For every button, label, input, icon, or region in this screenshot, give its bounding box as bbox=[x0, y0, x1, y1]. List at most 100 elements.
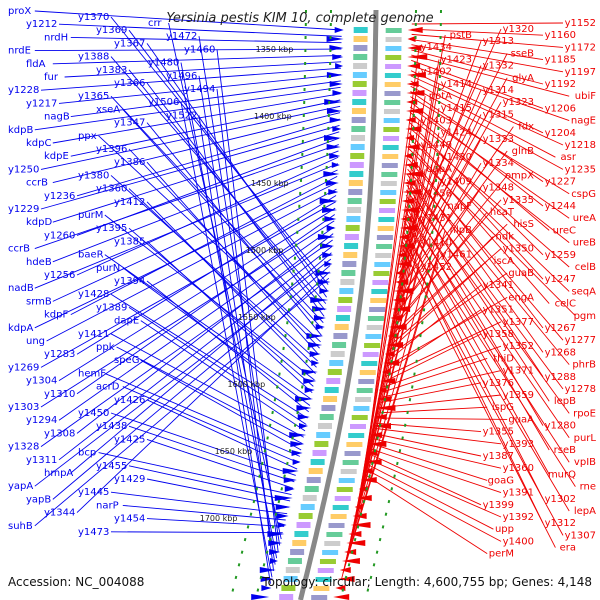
kbp-tick-label: 1700 kbp bbox=[200, 514, 238, 523]
connector-line-reverse bbox=[410, 75, 564, 146]
gene-label-forward: y1256 bbox=[44, 270, 75, 281]
gene-block-right bbox=[348, 433, 365, 438]
connector-line-reverse bbox=[407, 158, 564, 341]
connector-line-reverse bbox=[342, 254, 440, 574]
gene-label-reverse: y1335 bbox=[503, 195, 534, 206]
gene-block-right bbox=[384, 100, 401, 105]
forward-gene-arrow bbox=[326, 36, 344, 42]
gene-label-forward: y1473 bbox=[78, 527, 109, 538]
gene-block-right bbox=[336, 487, 353, 492]
connector-line-forward bbox=[140, 359, 302, 451]
forward-gene-arrow bbox=[332, 126, 342, 132]
gene-block-left bbox=[283, 576, 298, 582]
forward-gene-arrow bbox=[277, 522, 287, 528]
connector-line-reverse bbox=[402, 241, 564, 536]
gene-label-reverse: engA bbox=[508, 292, 534, 303]
gene-block-right bbox=[351, 415, 368, 420]
connector-line-forward bbox=[198, 75, 276, 565]
reverse-gene-arrow bbox=[354, 504, 363, 510]
gene-block-left bbox=[306, 477, 321, 483]
forward-gene-arrow bbox=[269, 549, 281, 555]
gene-label-reverse: murQ bbox=[548, 469, 576, 480]
gene-label-reverse: y1227 bbox=[545, 177, 576, 188]
gene-label-forward: y1385 bbox=[114, 236, 145, 247]
connector-line-reverse bbox=[409, 111, 550, 231]
gene-label-forward: y1308 bbox=[44, 428, 75, 439]
gene-label-reverse: y1391 bbox=[503, 488, 534, 499]
forward-gene-arrow bbox=[320, 243, 335, 249]
gene-block-left bbox=[352, 90, 367, 96]
forward-gene-arrow bbox=[319, 288, 330, 294]
gene-label-forward: y1365 bbox=[78, 91, 109, 102]
gene-label-reverse: y1259 bbox=[545, 250, 576, 261]
connector-line-forward bbox=[140, 320, 306, 432]
gene-block-right bbox=[385, 55, 402, 60]
gene-label-reverse: y1268 bbox=[545, 347, 576, 358]
gene-block-right bbox=[369, 307, 386, 312]
gene-label-reverse: hcaT bbox=[490, 207, 515, 218]
connector-line-forward bbox=[128, 465, 291, 502]
connector-line-reverse bbox=[409, 116, 570, 243]
gene-label-forward: y1229 bbox=[8, 204, 39, 215]
gene-label-forward: y1460 bbox=[184, 44, 215, 55]
gene-label-reverse: y1387 bbox=[483, 451, 514, 462]
gene-label-forward: kdpD bbox=[26, 217, 52, 228]
gene-label-reverse: iscA bbox=[494, 256, 514, 267]
gene-label-reverse: ndk bbox=[496, 231, 515, 242]
gene-block-left bbox=[352, 72, 367, 78]
forward-gene-arrow bbox=[297, 414, 310, 420]
forward-gene-arrow bbox=[326, 225, 336, 231]
connector-line-forward bbox=[216, 88, 275, 571]
connector-line-reverse bbox=[396, 138, 482, 300]
gene-label-reverse: y1312 bbox=[545, 518, 576, 529]
connector-line-reverse bbox=[411, 39, 544, 61]
topology-text: Topology: circular; Length: 4,600,755 bp… bbox=[261, 575, 592, 589]
gene-label-reverse: y1392 bbox=[503, 512, 534, 523]
gene-label-reverse: y1197 bbox=[565, 67, 596, 78]
connector-line-forward bbox=[104, 372, 300, 457]
forward-gene-arrow bbox=[311, 360, 320, 366]
kbp-tick-label: 1500 kbp bbox=[246, 246, 284, 255]
reverse-gene-arrow bbox=[407, 63, 421, 69]
gene-block-left bbox=[310, 459, 325, 465]
gene-label-reverse: y1278 bbox=[565, 384, 596, 395]
gene-label-forward: y1472 bbox=[166, 31, 197, 42]
gene-block-right bbox=[383, 136, 400, 141]
reverse-gene-arrow bbox=[396, 261, 412, 267]
forward-gene-arrow bbox=[329, 45, 344, 51]
gene-block-left bbox=[353, 54, 368, 60]
gene-label-reverse: glyA bbox=[512, 73, 534, 84]
reverse-gene-arrow bbox=[380, 378, 396, 384]
gene-label-reverse: vpIB bbox=[574, 457, 596, 468]
connector-line-forward bbox=[64, 61, 342, 78]
forward-gene-arrow bbox=[308, 342, 323, 348]
reverse-gene-arrow bbox=[401, 198, 414, 204]
forward-gene-arrow bbox=[329, 153, 341, 159]
gene-label-reverse: guaA bbox=[508, 414, 534, 425]
gene-label-forward: nadB bbox=[8, 283, 34, 294]
gene-label-reverse: y1247 bbox=[545, 274, 576, 285]
gene-label-reverse: asr bbox=[561, 152, 577, 163]
connector-line-reverse bbox=[382, 357, 488, 393]
gene-block-left bbox=[334, 324, 349, 330]
gene-block-left bbox=[348, 180, 363, 186]
connector-line-forward bbox=[34, 163, 339, 289]
reverse-gene-arrow bbox=[405, 135, 415, 141]
reverse-gene-arrow bbox=[389, 315, 402, 321]
connector-line-reverse bbox=[341, 266, 420, 579]
reverse-gene-arrow bbox=[388, 324, 407, 330]
gene-label-reverse: y1315 bbox=[483, 109, 514, 120]
connector-line-reverse bbox=[406, 174, 544, 378]
gene-label-forward: y1386 bbox=[114, 157, 145, 168]
connector-line-reverse bbox=[376, 422, 482, 433]
connector-line-reverse bbox=[370, 453, 482, 506]
gene-label-forward: kdpA bbox=[8, 323, 33, 334]
gene-label-reverse: y1314 bbox=[483, 85, 514, 96]
gene-block-left bbox=[350, 153, 365, 159]
forward-gene-arrow bbox=[313, 315, 326, 321]
gene-block-left bbox=[335, 315, 350, 321]
reverse-gene-arrow bbox=[399, 225, 417, 231]
connector-line-forward bbox=[168, 22, 282, 540]
gene-block-right bbox=[384, 91, 401, 96]
connector-line-forward bbox=[98, 452, 292, 495]
